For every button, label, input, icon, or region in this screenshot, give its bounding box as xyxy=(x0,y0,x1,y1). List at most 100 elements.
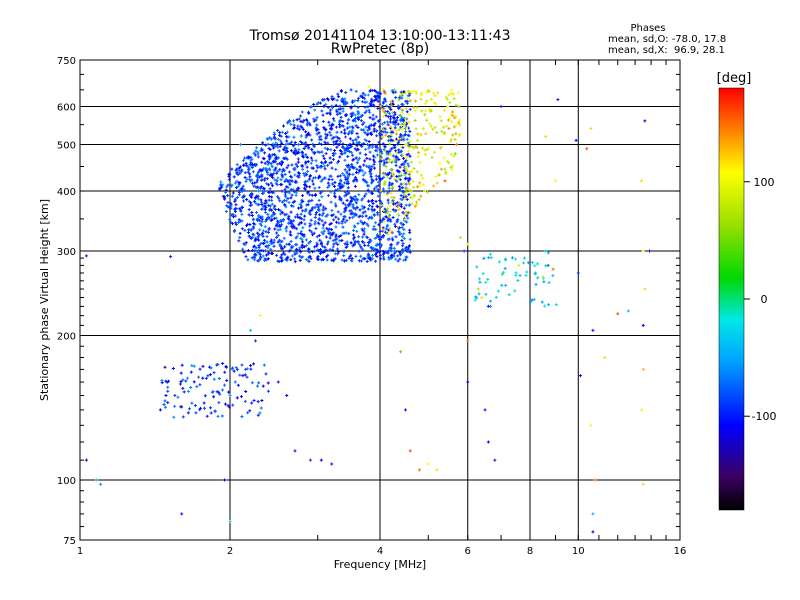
data-point xyxy=(345,179,349,183)
data-point xyxy=(308,199,312,203)
data-point xyxy=(417,198,421,202)
data-point xyxy=(282,124,286,128)
data-point xyxy=(334,125,338,129)
data-point xyxy=(241,374,245,378)
data-point xyxy=(283,245,287,249)
data-point xyxy=(280,189,284,193)
data-point xyxy=(392,246,396,250)
data-point xyxy=(377,125,381,129)
data-point xyxy=(302,218,306,222)
data-point xyxy=(389,247,393,251)
data-point xyxy=(218,392,222,396)
data-point xyxy=(309,218,313,222)
data-point xyxy=(383,130,387,134)
data-point xyxy=(293,199,297,203)
data-point xyxy=(379,257,383,261)
data-point xyxy=(332,119,336,123)
data-point xyxy=(271,173,275,177)
data-point xyxy=(368,110,372,114)
data-point xyxy=(535,262,539,266)
data-point xyxy=(276,195,280,199)
data-point xyxy=(365,109,369,113)
data-point xyxy=(294,179,298,183)
data-point xyxy=(411,195,415,199)
data-point xyxy=(449,152,453,156)
data-point xyxy=(273,227,277,231)
data-point xyxy=(383,250,387,254)
data-point xyxy=(305,118,309,122)
data-point xyxy=(386,207,390,211)
data-point xyxy=(328,227,332,231)
data-point xyxy=(321,113,325,117)
data-point xyxy=(264,143,268,147)
data-point xyxy=(394,132,398,136)
data-point xyxy=(321,223,325,227)
data-point xyxy=(398,165,402,169)
data-point xyxy=(395,115,399,119)
data-point xyxy=(339,107,343,111)
data-point xyxy=(390,200,394,204)
data-point xyxy=(367,204,371,208)
data-point xyxy=(236,184,240,188)
data-point xyxy=(361,211,365,215)
data-point xyxy=(271,146,275,150)
data-point xyxy=(253,181,257,185)
data-point xyxy=(375,184,379,188)
data-point xyxy=(504,283,508,287)
data-point xyxy=(268,187,272,191)
data-point xyxy=(287,214,291,218)
data-point xyxy=(321,251,325,255)
data-point xyxy=(234,203,238,207)
data-point xyxy=(244,179,248,183)
data-point xyxy=(372,123,376,127)
data-point xyxy=(528,300,532,304)
data-point xyxy=(315,123,319,127)
data-point xyxy=(284,148,288,152)
data-point xyxy=(398,257,402,261)
data-point xyxy=(180,512,184,516)
data-point xyxy=(203,394,207,398)
data-point xyxy=(332,97,336,101)
data-point xyxy=(278,161,282,165)
data-point xyxy=(390,160,394,164)
data-point xyxy=(216,414,220,418)
colorbar xyxy=(718,87,745,511)
data-point xyxy=(355,144,359,148)
data-point xyxy=(329,133,333,137)
data-point xyxy=(408,231,412,235)
data-point xyxy=(320,219,324,223)
data-point xyxy=(429,124,433,128)
data-point xyxy=(326,240,330,244)
data-point xyxy=(448,116,452,120)
data-point xyxy=(278,199,282,203)
data-point xyxy=(439,167,443,171)
data-point xyxy=(283,172,287,176)
data-point xyxy=(404,182,408,186)
data-point xyxy=(363,131,367,135)
data-point xyxy=(212,371,216,375)
data-point xyxy=(393,202,397,206)
data-point xyxy=(354,201,358,205)
data-point xyxy=(232,215,236,219)
data-point xyxy=(447,93,451,97)
data-point xyxy=(359,254,363,258)
data-point xyxy=(217,390,221,394)
data-point xyxy=(365,156,369,160)
data-point xyxy=(352,237,356,241)
data-point xyxy=(543,249,547,253)
data-point xyxy=(406,216,410,220)
data-point xyxy=(239,143,243,147)
data-point xyxy=(378,132,382,136)
data-point xyxy=(451,92,455,96)
data-point xyxy=(401,244,405,248)
data-point xyxy=(220,185,224,189)
data-point xyxy=(285,185,289,189)
data-point xyxy=(342,215,346,219)
data-point xyxy=(434,102,438,106)
data-point xyxy=(377,175,381,179)
data-point xyxy=(301,240,305,244)
data-point xyxy=(334,167,338,171)
data-points xyxy=(84,85,652,534)
data-point xyxy=(308,193,312,197)
data-point xyxy=(367,199,371,203)
